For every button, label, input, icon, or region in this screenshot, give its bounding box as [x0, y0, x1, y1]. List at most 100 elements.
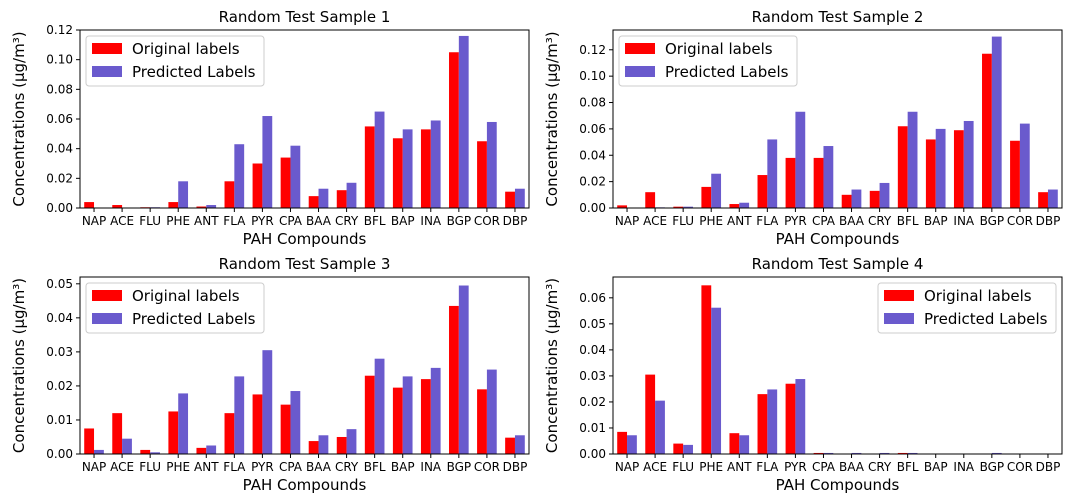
x-tick-label-flu: FLU	[139, 460, 161, 474]
bar-original-bap	[392, 138, 403, 208]
bar-original-ina	[420, 379, 431, 454]
bar-predicted-cry	[879, 182, 890, 208]
y-tick-label: 0.02	[46, 171, 73, 185]
bar-original-bfl	[364, 375, 375, 454]
x-tick-label-ace: ACE	[643, 460, 667, 474]
bar-original-bgp	[449, 52, 459, 208]
legend-label-predicted: Predicted Labels	[132, 63, 256, 81]
bar-original-cry	[869, 190, 880, 208]
bar-original-bfl	[897, 126, 908, 208]
bar-original-dbp	[1038, 192, 1048, 208]
y-tick-label: 0.01	[579, 421, 606, 435]
x-tick-label-bap: BAP	[391, 460, 415, 474]
x-tick-label-bap: BAP	[391, 214, 415, 228]
x-tick-label-bap: BAP	[924, 460, 948, 474]
bar-original-nap	[84, 428, 95, 454]
legend-label-predicted: Predicted Labels	[924, 310, 1048, 328]
x-tick-label-bgp: BGP	[980, 460, 1005, 474]
bar-original-ace	[112, 205, 123, 208]
legend-box	[85, 282, 265, 334]
y-tick-label: 0.00	[579, 447, 606, 461]
bar-predicted-bgp	[991, 452, 1002, 454]
legend-swatch-predicted	[884, 313, 914, 324]
bar-predicted-phe	[711, 173, 722, 208]
bar-original-ant	[196, 206, 207, 208]
y-tick-label: 0.03	[46, 345, 73, 359]
x-tick-label-fla: FLA	[223, 460, 246, 474]
x-tick-label-ace: ACE	[110, 460, 134, 474]
legend: Original labels Predicted Labels	[618, 35, 798, 87]
x-tick-label-phe: PHE	[699, 460, 723, 474]
y-tick-label: 0.04	[46, 142, 73, 156]
legend-swatch-predicted	[92, 66, 122, 77]
bar-predicted-bap	[402, 376, 413, 454]
bar-predicted-cpa	[823, 452, 834, 454]
bar-predicted-cry	[346, 182, 357, 208]
plot-frame	[612, 276, 1063, 455]
legend-label-original: Original labels	[132, 40, 240, 58]
bar-original-fla	[224, 181, 235, 208]
bar-original-ant	[729, 204, 740, 208]
x-tick-label-cor: COR	[474, 214, 500, 228]
y-tick-label: 0.04	[579, 148, 606, 162]
legend-swatch-predicted	[92, 313, 122, 324]
bar-predicted-ina	[430, 367, 441, 454]
y-tick-label: 0.05	[46, 277, 73, 291]
bar-predicted-fla	[234, 376, 245, 454]
bar-original-cpa	[280, 157, 291, 208]
bar-original-ant	[196, 447, 207, 454]
x-tick-label-pyr: PYR	[251, 460, 274, 474]
x-tick-label-bfl: BFL	[897, 214, 919, 228]
bar-predicted-bap	[402, 129, 413, 208]
bar-predicted-ace	[122, 438, 132, 454]
bar-predicted-ant	[206, 205, 217, 208]
bar-original-baa	[308, 196, 319, 208]
x-tick-label-nap: NAP	[615, 214, 639, 228]
legend-swatch-original	[625, 43, 655, 54]
chart-title: Random Test Sample 2	[752, 8, 924, 26]
bar-predicted-cor	[1019, 123, 1030, 208]
x-tick-label-ace: ACE	[110, 214, 134, 228]
x-tick-label-dbp: DBP	[1036, 214, 1061, 228]
bar-predicted-bfl	[374, 111, 385, 208]
x-tick-label-pyr: PYR	[784, 460, 807, 474]
bar-original-ina	[420, 129, 431, 208]
bar-predicted-flu	[683, 444, 693, 454]
bar-predicted-bap	[935, 128, 946, 208]
bar-original-phe	[701, 285, 712, 454]
bar-original-fla	[757, 175, 768, 208]
x-tick-label-cry: CRY	[335, 460, 359, 474]
y-axis-label: Concentrations (μg/m³)	[10, 31, 28, 206]
bar-original-cry	[336, 436, 347, 454]
y-tick-label: 0.10	[579, 69, 606, 83]
x-tick-label-ina: INA	[953, 214, 975, 228]
y-tick-label: 0.00	[579, 201, 606, 215]
chart-title: Random Test Sample 4	[752, 255, 924, 273]
bar-predicted-ant	[739, 202, 750, 208]
x-tick-label-bgp: BGP	[980, 214, 1005, 228]
bar-original-cor	[477, 141, 487, 208]
y-tick-label: 0.06	[46, 112, 73, 126]
bar-original-bfl	[897, 452, 908, 454]
bar-original-baa	[841, 194, 852, 208]
x-tick-label-fla: FLA	[756, 214, 779, 228]
bar-original-pyr	[785, 157, 796, 208]
bar-original-bap	[392, 387, 403, 455]
plot-frame	[79, 276, 530, 455]
x-tick-label-cry: CRY	[868, 214, 892, 228]
bar-predicted-phe	[711, 307, 722, 454]
bar-predicted-baa	[851, 452, 862, 454]
x-tick-label-cpa: CPA	[812, 214, 836, 228]
bar-predicted-ina	[963, 120, 974, 208]
x-tick-label-ant: ANT	[194, 214, 219, 228]
bar-predicted-nap	[627, 435, 637, 454]
plot-frame	[612, 29, 1063, 209]
x-tick-label-dbp: DBP	[503, 214, 528, 228]
bar-original-bgp	[449, 305, 459, 454]
bar-predicted-cor	[486, 369, 497, 454]
y-tick-label: 0.06	[579, 291, 606, 305]
bar-predicted-cry	[346, 429, 357, 454]
bar-predicted-dbp	[514, 188, 525, 208]
x-tick-label-flu: FLU	[672, 214, 694, 228]
x-tick-label-baa: BAA	[839, 214, 865, 228]
